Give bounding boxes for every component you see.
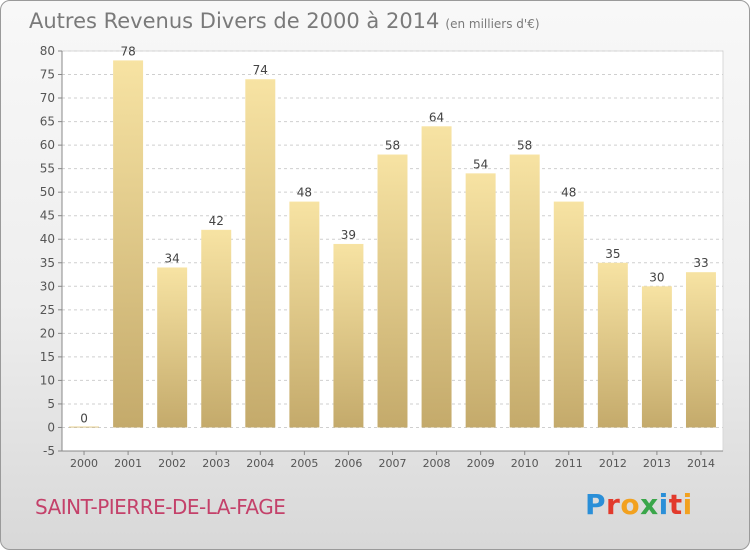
y-tick-label: 60 [40, 138, 55, 152]
y-tick-label: 80 [40, 44, 55, 58]
data-label-2000: 0 [80, 411, 88, 425]
y-tick-label: 20 [40, 326, 55, 340]
data-label-2006: 39 [341, 228, 356, 242]
x-tick-label-2005: 2005 [290, 457, 318, 470]
data-label-2008: 64 [429, 110, 444, 124]
y-tick-label: 50 [40, 185, 55, 199]
data-label-2011: 48 [561, 186, 576, 200]
bar-2013 [641, 286, 672, 428]
y-tick-label: 35 [40, 256, 55, 270]
chart-title: Autres Revenus Divers de 2000 à 2014 (en … [29, 9, 540, 33]
y-tick-label: 5 [47, 397, 55, 411]
y-tick-label: 45 [40, 209, 55, 223]
bar-2014 [685, 272, 716, 428]
data-label-2009: 54 [473, 157, 488, 171]
x-tick-label-2000: 2000 [70, 457, 98, 470]
y-tick-label: 75 [40, 68, 55, 82]
data-label-2004: 74 [253, 63, 268, 77]
bar-2005 [289, 201, 320, 428]
proxiti-logo[interactable]: Proxiti [585, 488, 693, 521]
data-label-2005: 48 [297, 186, 312, 200]
data-label-2012: 35 [605, 247, 620, 261]
bar-2012 [597, 262, 628, 428]
y-tick-label: 55 [40, 162, 55, 176]
x-tick-label-2009: 2009 [467, 457, 495, 470]
x-tick-label-2010: 2010 [511, 457, 539, 470]
x-tick-label-2003: 2003 [202, 457, 230, 470]
bar-2003 [201, 229, 232, 428]
bar-2010 [509, 154, 540, 428]
x-tick-label-2006: 2006 [334, 457, 362, 470]
y-tick-label: 10 [40, 373, 55, 387]
x-tick-label-2008: 2008 [423, 457, 451, 470]
data-label-2013: 30 [649, 270, 664, 284]
data-label-2010: 58 [517, 139, 532, 153]
y-tick-label: 0 [47, 420, 55, 434]
bar-2004 [245, 79, 276, 428]
x-tick-label-2014: 2014 [687, 457, 715, 470]
chart-title-text: Autres Revenus Divers de 2000 à 2014 [29, 9, 440, 33]
x-tick-label-2001: 2001 [114, 457, 142, 470]
y-tick-label: 25 [40, 303, 55, 317]
y-tick-label: 30 [40, 279, 55, 293]
y-tick-label: 65 [40, 115, 55, 129]
commune-name: SAINT-PIERRE-DE-LA-FAGE [35, 495, 286, 519]
bar-2002 [157, 267, 188, 428]
x-tick-label-2012: 2012 [599, 457, 627, 470]
bar-2011 [553, 201, 584, 428]
chart-subtitle: (en milliers d'€) [445, 17, 540, 31]
x-tick-label-2011: 2011 [555, 457, 583, 470]
data-label-2014: 33 [693, 256, 708, 270]
bar-2007 [377, 154, 408, 428]
x-tick-label-2013: 2013 [643, 457, 671, 470]
x-tick-label-2002: 2002 [158, 457, 186, 470]
data-label-2002: 34 [165, 251, 180, 265]
x-tick-label-2004: 2004 [246, 457, 274, 470]
y-tick-label: 70 [40, 91, 55, 105]
bar-2006 [333, 243, 364, 428]
data-label-2003: 42 [209, 214, 224, 228]
bar-2008 [421, 126, 452, 428]
data-label-2007: 58 [385, 139, 400, 153]
bar-2009 [465, 173, 496, 428]
y-tick-label: -5 [43, 444, 55, 458]
x-tick-label-2007: 2007 [379, 457, 407, 470]
y-tick-label: 40 [40, 232, 55, 246]
bar-2001 [113, 60, 144, 428]
y-tick-label: 15 [40, 350, 55, 364]
bar-2000 [69, 426, 100, 428]
data-label-2001: 78 [120, 44, 135, 58]
